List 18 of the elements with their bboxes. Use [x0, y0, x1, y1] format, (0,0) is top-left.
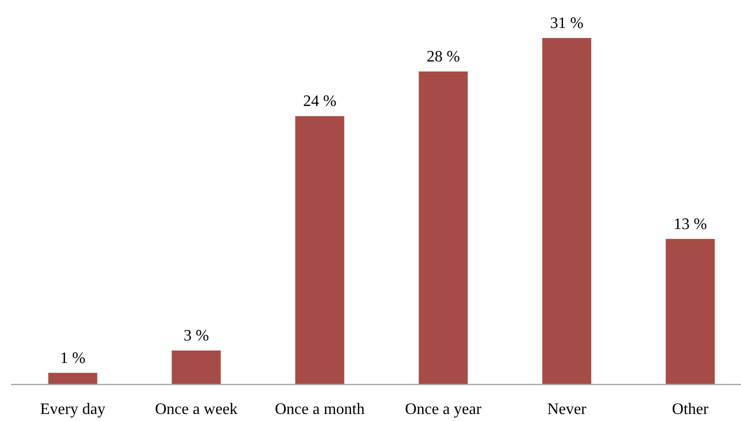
- bar: [418, 71, 468, 384]
- x-tick-label: Other: [672, 401, 710, 418]
- x-tick-label: Every day: [40, 401, 106, 418]
- x-tick-label: Never: [547, 401, 587, 418]
- bar: [666, 238, 715, 384]
- x-tick-label: Once a year: [405, 401, 482, 418]
- data-label: 31 %: [550, 15, 584, 32]
- data-label: 28 %: [426, 48, 460, 66]
- x-tick-label: Once a week: [154, 401, 238, 418]
- data-label: 1 %: [60, 350, 86, 367]
- data-label: 24 %: [303, 93, 336, 110]
- bar: [295, 116, 344, 384]
- x-tick-label: Once a month: [274, 401, 365, 418]
- bar: [172, 350, 221, 384]
- data-label: 3 %: [184, 328, 209, 345]
- bar: [48, 372, 98, 384]
- bar: [542, 38, 592, 384]
- data-label: 13 %: [674, 216, 707, 233]
